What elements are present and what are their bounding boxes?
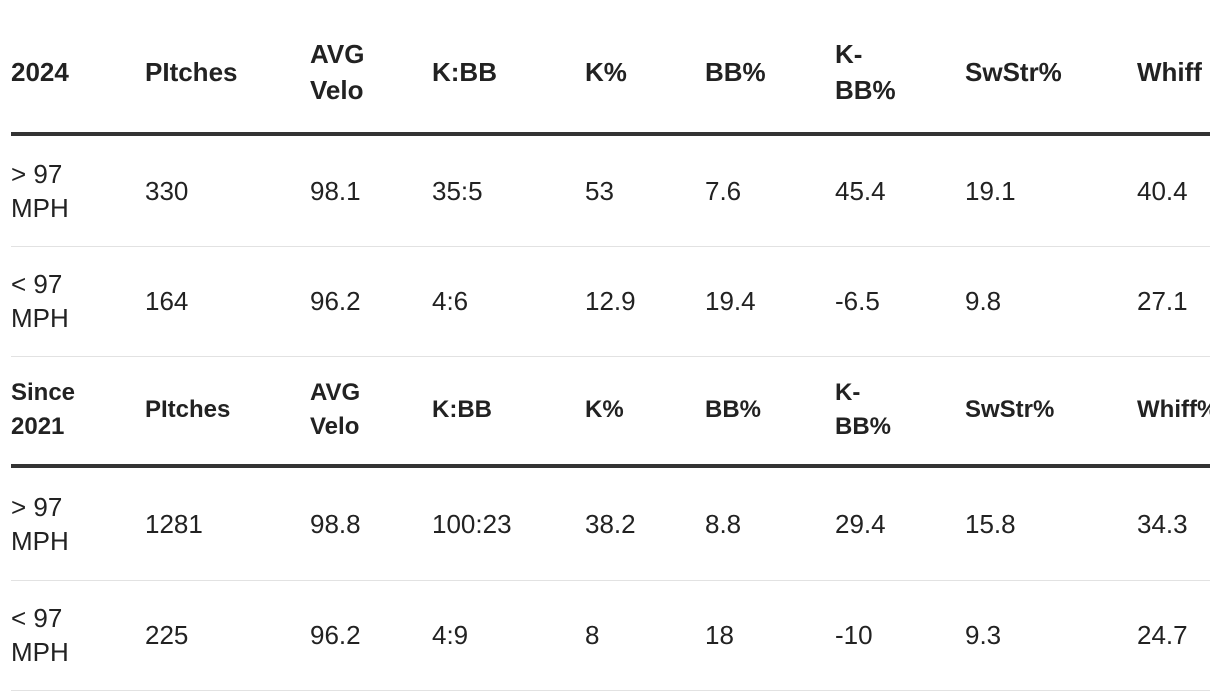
cell-k-minus-bb-pct: -10 [835,580,965,691]
header-k-minus-bb-pct: K-BB% [835,356,965,468]
cell-bb-pct: 19.4 [705,246,835,357]
cell-k-pct: 38.2 [585,466,705,581]
cell-pitches: 225 [145,580,310,691]
row-label: > 97 MPH [11,134,145,247]
header-k-bb-ratio: K:BB [432,356,585,468]
cell-pitches: 164 [145,246,310,357]
table-header-row: Since 2021 PItches AVG Velo K:BB K% BB% … [11,356,1210,468]
cell-bb-pct: 8.8 [705,466,835,581]
header-bb-pct: BB% [705,0,835,136]
cell-k-minus-bb-pct: 29.4 [835,466,965,581]
cell-swstr-pct: 9.3 [965,580,1137,691]
header-pitches: PItches [145,356,310,468]
header-k-bb-ratio: K:BB [432,0,585,136]
cell-avg-velo: 98.8 [310,466,432,581]
cell-pitches: 1281 [145,466,310,581]
cell-bb-pct: 18 [705,580,835,691]
velocity-split-table: 2024 PItches AVG Velo K:BB K% BB% K-BB% … [11,0,1210,691]
cell-whiff-pct: 34.3 [1137,466,1210,581]
header-swstr-pct: SwStr% [965,356,1137,468]
header-period: Since 2021 [11,356,145,468]
cell-swstr-pct: 15.8 [965,466,1137,581]
cell-k-minus-bb-pct: 45.4 [835,134,965,247]
table-row: < 97 MPH 225 96.2 4:9 8 18 -10 9.3 24.7 [11,580,1210,691]
cell-swstr-pct: 19.1 [965,134,1137,247]
header-avg-velo: AVG Velo [310,356,432,468]
header-period: 2024 [11,0,145,136]
cell-avg-velo: 98.1 [310,134,432,247]
header-k-minus-bb-pct: K-BB% [835,0,965,136]
cell-k-bb-ratio: 4:9 [432,580,585,691]
cell-k-pct: 8 [585,580,705,691]
cell-k-pct: 12.9 [585,246,705,357]
header-whiff-pct: Whiff% [1137,356,1210,468]
header-swstr-pct: SwStr% [965,0,1137,136]
cell-k-bb-ratio: 4:6 [432,246,585,357]
cell-whiff-pct: 40.4 [1137,134,1210,247]
cell-bb-pct: 7.6 [705,134,835,247]
cell-k-bb-ratio: 35:5 [432,134,585,247]
header-whiff-pct: Whiff [1137,0,1210,136]
cell-pitches: 330 [145,134,310,247]
cell-k-pct: 53 [585,134,705,247]
row-label: > 97 MPH [11,466,145,581]
table-row: > 97 MPH 330 98.1 35:5 53 7.6 45.4 19.1 … [11,134,1210,247]
cell-k-minus-bb-pct: -6.5 [835,246,965,357]
table-row: > 97 MPH 1281 98.8 100:23 38.2 8.8 29.4 … [11,466,1210,581]
cell-avg-velo: 96.2 [310,580,432,691]
header-avg-velo: AVG Velo [310,0,432,136]
cell-whiff-pct: 27.1 [1137,246,1210,357]
header-bb-pct: BB% [705,356,835,468]
row-label: < 97 MPH [11,246,145,357]
cell-avg-velo: 96.2 [310,246,432,357]
table-header-row: 2024 PItches AVG Velo K:BB K% BB% K-BB% … [11,0,1210,136]
cell-swstr-pct: 9.8 [965,246,1137,357]
header-k-pct: K% [585,0,705,136]
header-pitches: PItches [145,0,310,136]
cell-whiff-pct: 24.7 [1137,580,1210,691]
cell-k-bb-ratio: 100:23 [432,466,585,581]
table-row: < 97 MPH 164 96.2 4:6 12.9 19.4 -6.5 9.8… [11,246,1210,357]
row-label: < 97 MPH [11,580,145,691]
header-k-pct: K% [585,356,705,468]
